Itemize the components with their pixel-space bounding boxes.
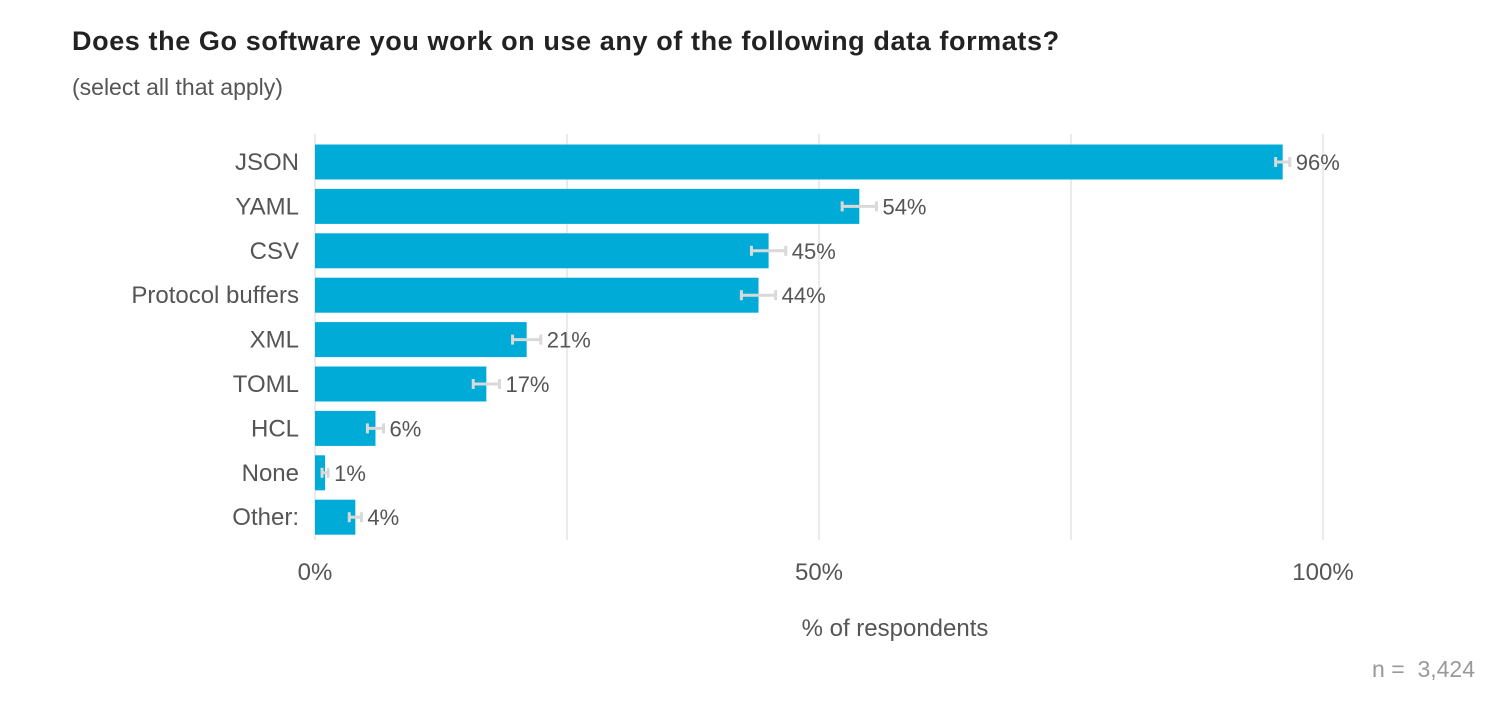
data-label: 45%: [792, 239, 836, 264]
bar: [315, 144, 1283, 180]
chart-title: Does the Go software you work on use any…: [72, 26, 1060, 56]
data-label: 17%: [505, 372, 549, 397]
category-label: None: [242, 460, 299, 487]
data-label: 4%: [367, 505, 399, 530]
data-label: 1%: [334, 461, 366, 486]
sample-size-note: n = 3,424: [1372, 656, 1475, 682]
category-label: TOML: [233, 371, 299, 398]
x-axis-title: % of respondents: [802, 615, 989, 642]
x-tick-label: 100%: [1292, 559, 1353, 586]
bar: [315, 277, 759, 313]
category-label: HCL: [251, 415, 299, 442]
category-label: JSON: [235, 149, 299, 176]
bar: [315, 455, 326, 491]
bar: [315, 322, 527, 358]
category-label: YAML: [235, 193, 299, 220]
bar: [315, 233, 769, 269]
chart-subtitle: (select all that apply): [72, 74, 283, 100]
data-label: 96%: [1296, 150, 1340, 175]
category-label: Other:: [232, 504, 299, 531]
data-label: 6%: [390, 416, 422, 441]
category-label: XML: [250, 327, 299, 354]
data-label: 44%: [782, 283, 826, 308]
bar: [315, 188, 860, 224]
bars: [315, 144, 1283, 535]
data-label: 21%: [547, 328, 591, 353]
data-label: 54%: [882, 194, 926, 219]
bar: [315, 366, 487, 402]
category-label: Protocol buffers: [131, 282, 299, 309]
x-tick-label: 0%: [298, 559, 333, 586]
bar: [315, 410, 376, 446]
x-tick-label: 50%: [795, 559, 843, 586]
category-label: CSV: [250, 238, 299, 265]
labels: 0% 50% 100% JSON 96% YAML 54% CSV 45% Protocol bu…: [131, 149, 1353, 586]
error-bars: [320, 157, 1292, 523]
